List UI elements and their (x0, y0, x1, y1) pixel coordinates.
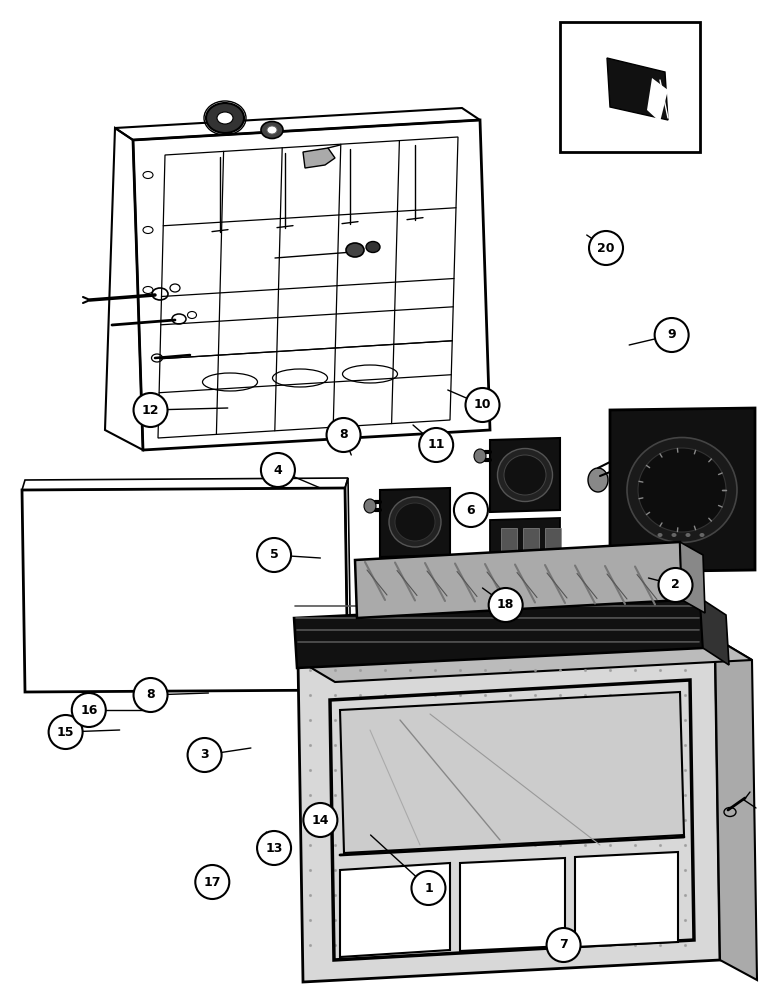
Ellipse shape (395, 503, 435, 541)
Polygon shape (340, 692, 684, 853)
Polygon shape (715, 638, 757, 980)
Text: 20: 20 (598, 241, 615, 254)
Ellipse shape (267, 126, 277, 134)
Polygon shape (575, 852, 678, 947)
Circle shape (659, 568, 692, 602)
Circle shape (589, 231, 623, 265)
Circle shape (195, 865, 229, 899)
Polygon shape (490, 438, 560, 512)
Polygon shape (298, 638, 752, 682)
Text: 16: 16 (80, 704, 97, 716)
Circle shape (72, 693, 106, 727)
Polygon shape (523, 528, 539, 558)
Text: 1: 1 (424, 882, 433, 894)
Text: 15: 15 (57, 726, 74, 738)
Ellipse shape (357, 572, 369, 586)
Ellipse shape (686, 533, 690, 537)
Ellipse shape (206, 103, 244, 133)
Circle shape (188, 738, 222, 772)
Text: 10: 10 (474, 398, 491, 412)
Polygon shape (610, 408, 755, 572)
Polygon shape (501, 528, 517, 558)
Text: 14: 14 (312, 814, 329, 826)
Circle shape (303, 803, 337, 837)
Ellipse shape (627, 438, 737, 542)
Text: 6: 6 (466, 504, 476, 516)
Polygon shape (355, 542, 682, 618)
Circle shape (134, 393, 168, 427)
Polygon shape (380, 488, 450, 557)
Ellipse shape (217, 112, 233, 124)
Text: 9: 9 (667, 328, 676, 342)
Polygon shape (700, 598, 729, 665)
Text: 8: 8 (339, 428, 348, 442)
Text: 11: 11 (428, 438, 445, 452)
Circle shape (454, 493, 488, 527)
Circle shape (134, 678, 168, 712)
Ellipse shape (261, 121, 283, 138)
Circle shape (327, 418, 361, 452)
Polygon shape (375, 563, 445, 632)
Circle shape (419, 428, 453, 462)
Circle shape (49, 715, 83, 749)
Circle shape (261, 453, 295, 487)
Ellipse shape (588, 468, 608, 492)
Circle shape (257, 831, 291, 865)
Circle shape (489, 588, 523, 622)
Text: 12: 12 (142, 403, 159, 416)
Bar (560, 22, 700, 152)
Polygon shape (647, 78, 668, 122)
Polygon shape (340, 863, 450, 957)
Text: 2: 2 (671, 578, 680, 591)
Ellipse shape (366, 241, 380, 252)
Ellipse shape (389, 497, 441, 547)
Polygon shape (460, 858, 565, 951)
Text: 13: 13 (266, 842, 283, 854)
Text: 8: 8 (146, 688, 155, 702)
Ellipse shape (672, 533, 676, 537)
Circle shape (655, 318, 689, 352)
Ellipse shape (384, 571, 436, 621)
Circle shape (411, 871, 445, 905)
Polygon shape (545, 528, 561, 558)
Ellipse shape (699, 533, 705, 537)
Polygon shape (294, 598, 703, 668)
Ellipse shape (497, 448, 553, 502)
Ellipse shape (658, 533, 662, 537)
Text: 5: 5 (269, 548, 279, 562)
Polygon shape (490, 518, 560, 567)
Ellipse shape (390, 577, 430, 615)
Text: 18: 18 (497, 598, 514, 611)
Text: 7: 7 (559, 938, 568, 952)
Circle shape (547, 928, 581, 962)
Ellipse shape (504, 455, 546, 495)
Polygon shape (607, 58, 668, 120)
Polygon shape (680, 542, 705, 613)
Text: 3: 3 (200, 748, 209, 762)
Text: 17: 17 (204, 876, 221, 888)
Polygon shape (298, 638, 720, 982)
Ellipse shape (638, 448, 726, 532)
Ellipse shape (474, 449, 486, 463)
Ellipse shape (364, 499, 376, 513)
Circle shape (257, 538, 291, 572)
Polygon shape (303, 148, 335, 168)
Ellipse shape (346, 243, 364, 257)
Circle shape (466, 388, 499, 422)
Text: 4: 4 (273, 464, 283, 477)
